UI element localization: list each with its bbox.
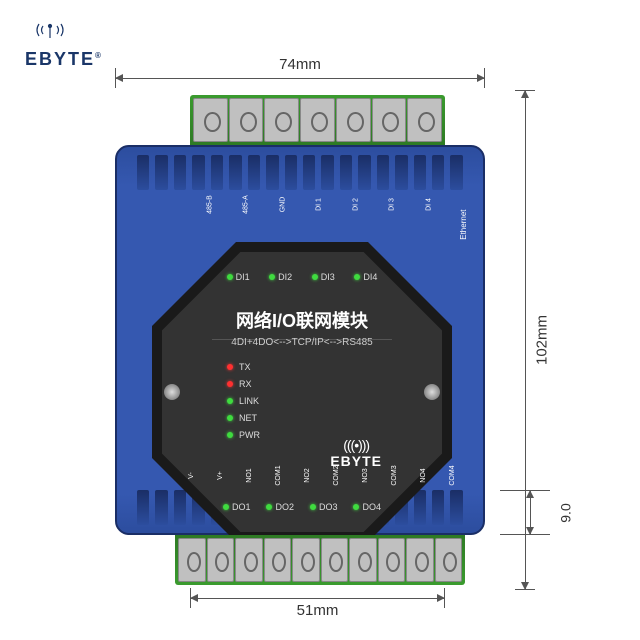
dimension-width-top: 74mm <box>115 68 485 88</box>
dimension-width-bottom: 51mm <box>190 588 445 608</box>
terminal-block-bottom <box>175 535 465 585</box>
screw-right <box>424 384 440 400</box>
dim-label-right: 102mm <box>533 315 550 365</box>
pin-labels-top: 485-B485-AGNDDI 1DI 2DI 3DI 4 <box>192 201 447 208</box>
pin-labels-bottom: V-V+NO1COM1NO2COM2NO3COM3NO4COM4 <box>177 472 467 479</box>
brand-logo: EBYTE® <box>25 20 103 70</box>
device-module: 485-B485-AGNDDI 1DI 2DI 3DI 4 Ethernet D… <box>115 95 485 585</box>
octagon-panel: DI1 DI2 DI3 DI4 网络I/O联网模块 4DI+4DO<-->TCP… <box>152 242 452 542</box>
antenna-icon <box>330 437 382 453</box>
device-case: 485-B485-AGNDDI 1DI 2DI 3DI 4 Ethernet D… <box>115 145 485 535</box>
dim-label-bottom: 51mm <box>297 602 339 619</box>
terminal-block-top <box>190 95 445 145</box>
brand-reg: ® <box>95 51 103 60</box>
dim-label-top: 74mm <box>275 56 325 73</box>
brand-name: EBYTE <box>25 49 95 69</box>
ethernet-label: Ethernet <box>459 210 468 240</box>
di-led-row: DI1 DI2 DI3 DI4 <box>162 272 442 282</box>
device-title: 网络I/O联网模块 <box>212 307 392 340</box>
dim-label-ext: 9.0 <box>557 503 573 522</box>
dimension-terminal-height: 9.0 <box>500 490 570 535</box>
screw-left <box>164 384 180 400</box>
device-subtitle: 4DI+4DO<-->TCP/IP<-->RS485 <box>162 337 442 348</box>
status-led-column: TX RX LINK NET PWR <box>227 362 260 440</box>
